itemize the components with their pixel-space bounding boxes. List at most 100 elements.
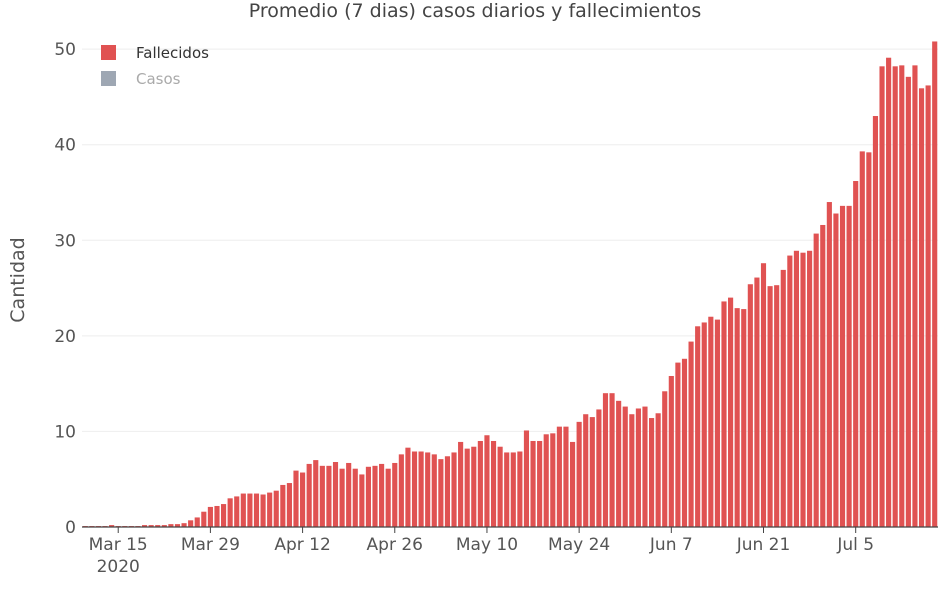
bar-fallecidos[interactable] (221, 504, 227, 527)
bar-fallecidos[interactable] (793, 250, 799, 527)
bar-fallecidos[interactable] (813, 233, 819, 527)
bar-fallecidos[interactable] (109, 525, 115, 527)
bar-fallecidos[interactable] (767, 286, 773, 527)
bar-fallecidos[interactable] (425, 452, 431, 527)
bar-fallecidos[interactable] (721, 301, 727, 527)
bar-fallecidos[interactable] (866, 152, 872, 528)
bar-fallecidos[interactable] (372, 465, 378, 527)
bar-fallecidos[interactable] (188, 520, 194, 527)
bar-fallecidos[interactable] (714, 319, 720, 527)
bar-fallecidos[interactable] (925, 85, 931, 527)
bar-fallecidos[interactable] (405, 447, 411, 527)
bar-fallecidos[interactable] (846, 205, 852, 527)
bar-fallecidos[interactable] (622, 406, 628, 527)
bar-fallecidos[interactable] (385, 468, 391, 527)
bar-fallecidos[interactable] (879, 66, 885, 528)
bar-fallecidos[interactable] (839, 205, 846, 527)
bar-fallecidos[interactable] (642, 406, 648, 527)
bar-fallecidos[interactable] (168, 524, 174, 527)
bar-fallecidos[interactable] (319, 465, 325, 527)
bar-fallecidos[interactable] (346, 462, 352, 527)
bar-fallecidos[interactable] (510, 452, 516, 527)
bar-fallecidos[interactable] (247, 493, 253, 527)
bar-fallecidos[interactable] (260, 494, 266, 527)
bar-fallecidos[interactable] (471, 446, 477, 527)
bar-fallecidos[interactable] (300, 472, 306, 527)
bar-fallecidos[interactable] (695, 326, 701, 527)
bar-fallecidos[interactable] (280, 484, 286, 527)
bar-fallecidos[interactable] (681, 358, 688, 527)
bar-fallecidos[interactable] (431, 454, 437, 527)
bar-fallecidos[interactable] (800, 252, 806, 528)
bar-fallecidos[interactable] (398, 454, 404, 527)
bar-fallecidos[interactable] (273, 490, 279, 527)
bar-fallecidos[interactable] (365, 466, 371, 527)
bar-fallecidos[interactable] (207, 506, 213, 527)
bar-fallecidos[interactable] (583, 414, 589, 527)
bar-fallecidos[interactable] (760, 263, 767, 527)
bar-fallecidos[interactable] (708, 316, 714, 527)
bar-fallecidos[interactable] (141, 525, 148, 527)
legend[interactable]: Fallecidos Casos (101, 44, 209, 88)
bar-fallecidos[interactable] (411, 451, 418, 527)
bar-fallecidos[interactable] (747, 284, 753, 527)
bar-fallecidos[interactable] (780, 269, 786, 527)
bar-fallecidos[interactable] (490, 440, 497, 527)
bar-fallecidos[interactable] (892, 66, 898, 528)
bar-fallecidos[interactable] (451, 452, 457, 527)
bar-fallecidos[interactable] (741, 309, 747, 527)
bars[interactable] (82, 41, 938, 528)
legend-item-casos[interactable]: Casos (101, 70, 181, 88)
bar-fallecidos[interactable] (444, 456, 451, 527)
bar-fallecidos[interactable] (550, 433, 556, 527)
bar-fallecidos[interactable] (616, 400, 622, 527)
bar-fallecidos[interactable] (556, 426, 562, 527)
bar-fallecidos[interactable] (352, 468, 358, 527)
bar-fallecidos[interactable] (629, 414, 635, 527)
bar-fallecidos[interactable] (774, 285, 780, 527)
bar-fallecidos[interactable] (807, 250, 813, 527)
bar-fallecidos[interactable] (234, 496, 240, 527)
bar-fallecidos[interactable] (688, 341, 694, 527)
legend-item-fallecidos[interactable]: Fallecidos (101, 44, 209, 62)
bar-fallecidos[interactable] (227, 498, 233, 527)
bar-fallecidos[interactable] (313, 460, 319, 527)
bar-fallecidos[interactable] (267, 492, 273, 527)
bar-fallecidos[interactable] (886, 57, 892, 527)
bar-fallecidos[interactable] (379, 463, 385, 527)
bar-fallecidos[interactable] (392, 462, 398, 527)
bar-fallecidos[interactable] (932, 41, 938, 527)
bar-fallecidos[interactable] (293, 470, 299, 527)
bar-fallecidos[interactable] (484, 435, 490, 527)
bar-fallecidos[interactable] (609, 393, 615, 527)
bar-fallecidos[interactable] (833, 213, 839, 527)
bar-fallecidos[interactable] (912, 65, 918, 527)
bar-fallecidos[interactable] (728, 297, 734, 527)
bar-fallecidos[interactable] (161, 525, 167, 527)
bar-fallecidos[interactable] (675, 362, 681, 527)
bar-fallecidos[interactable] (253, 493, 260, 527)
bar-fallecidos[interactable] (148, 525, 154, 527)
bar-fallecidos[interactable] (754, 277, 760, 527)
bar-fallecidos[interactable] (497, 446, 503, 527)
bar-fallecidos[interactable] (517, 451, 523, 527)
bar-fallecidos[interactable] (734, 308, 740, 527)
bar-fallecidos[interactable] (576, 421, 582, 527)
bar-fallecidos[interactable] (635, 408, 641, 527)
bar-fallecidos[interactable] (563, 426, 569, 527)
bar-fallecidos[interactable] (201, 511, 207, 527)
bar-fallecidos[interactable] (155, 525, 161, 527)
bar-fallecidos[interactable] (543, 434, 549, 527)
bar-fallecidos[interactable] (596, 409, 602, 527)
bar-fallecidos[interactable] (853, 181, 859, 527)
bar-fallecidos[interactable] (872, 116, 879, 528)
bar-fallecidos[interactable] (589, 417, 595, 527)
bar-fallecidos[interactable] (602, 393, 609, 527)
bar-fallecidos[interactable] (504, 452, 510, 527)
bar-fallecidos[interactable] (668, 375, 674, 527)
bar-fallecidos[interactable] (214, 505, 220, 527)
bar-fallecidos[interactable] (359, 474, 365, 527)
bar-fallecidos[interactable] (899, 65, 905, 527)
bar-fallecidos[interactable] (464, 448, 470, 527)
bar-fallecidos[interactable] (174, 524, 181, 527)
